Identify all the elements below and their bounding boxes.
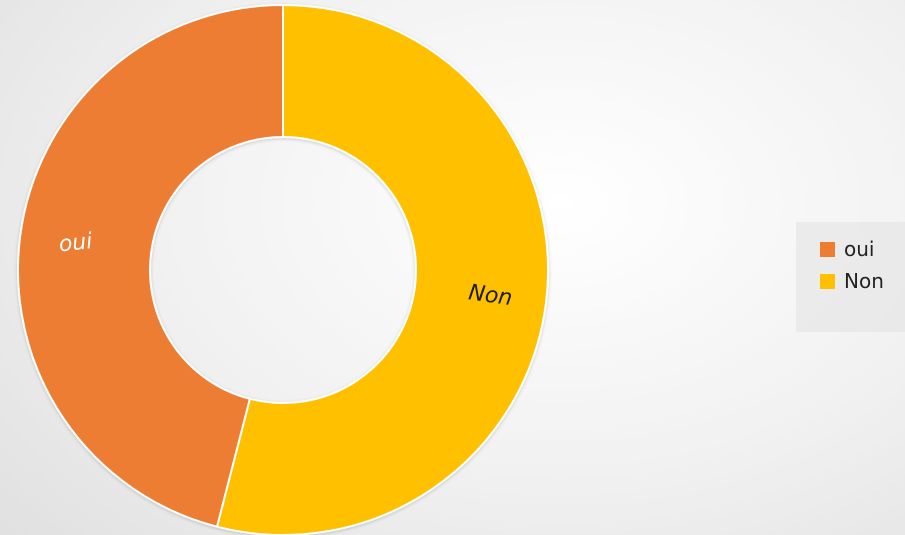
- slice-non: [215, 3, 549, 535]
- legend-swatch-oui: [820, 241, 835, 257]
- slice-oui: [16, 3, 284, 528]
- legend-label-non: Non: [844, 269, 884, 293]
- legend-swatch-non: [820, 273, 835, 289]
- chart-legend: oui Non: [796, 222, 905, 332]
- data-label-non: Non: [467, 280, 514, 311]
- legend-item-non: Non: [820, 268, 905, 294]
- legend-item-oui: oui: [820, 236, 905, 262]
- data-label-oui: oui: [58, 229, 94, 257]
- legend-label-oui: oui: [844, 237, 875, 261]
